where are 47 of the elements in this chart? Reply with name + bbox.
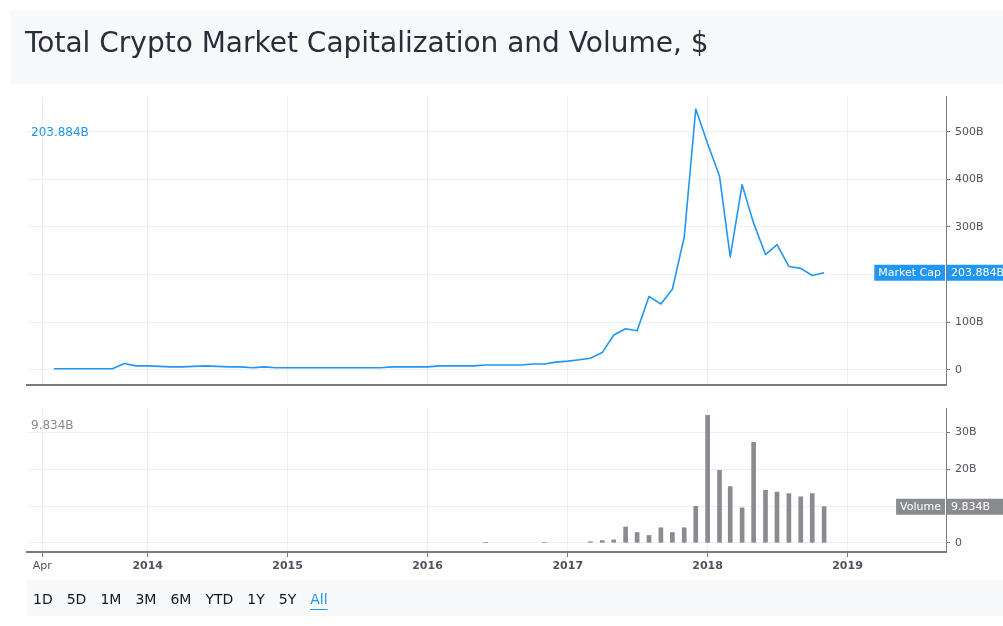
text: All	[303, 580, 335, 616]
text: 9.834B	[951, 499, 991, 513]
text: Market Cap	[878, 265, 942, 279]
bar	[751, 442, 756, 543]
text: YTD	[198, 580, 241, 616]
bar	[599, 540, 605, 543]
y-tick-label: 20B	[955, 462, 977, 476]
text: 6M	[163, 580, 199, 616]
x-tick-label: 2017	[552, 559, 584, 573]
bar	[658, 527, 664, 543]
text: Volume	[900, 499, 942, 513]
annotation: 203.884B	[31, 124, 89, 139]
bar	[670, 532, 675, 543]
y-tick-label: 500B	[955, 124, 984, 138]
x-tick-label: 2016	[412, 559, 444, 573]
bar	[798, 496, 804, 543]
x-tick-label: Apr	[32, 559, 53, 573]
y-tick-label: 300B	[955, 219, 984, 233]
bar	[727, 486, 733, 543]
bar	[623, 526, 628, 543]
text: 1D	[26, 580, 60, 616]
text: 203.884B	[951, 265, 1003, 279]
chart-title: Total Crypto Market Capitalization and Volume, $	[25, 26, 709, 59]
bar	[681, 527, 687, 543]
text: 1Y	[240, 580, 272, 616]
y-tick-label: 30B	[955, 425, 977, 439]
bar	[763, 489, 768, 543]
x-tick-label: 2019	[832, 559, 863, 573]
bar	[611, 539, 617, 543]
bar	[646, 535, 652, 543]
y-tick-label: 100B	[955, 314, 984, 328]
x-tick-label: 2018	[692, 559, 723, 573]
bar	[717, 470, 722, 543]
y-tick-label: 400B	[955, 172, 984, 186]
x-tick-label: 2015	[272, 559, 303, 573]
y-tick-label: 0	[955, 535, 962, 549]
bar	[693, 506, 699, 543]
y-tick-label: 0	[955, 362, 962, 376]
x-tick-label: 2014	[132, 559, 164, 573]
text: 1M	[93, 580, 129, 616]
annotation: 9.834B	[31, 417, 74, 432]
bar	[809, 493, 815, 543]
bar	[634, 532, 640, 543]
bar	[705, 414, 710, 543]
text: 3M	[128, 580, 164, 616]
text: 5D	[59, 580, 94, 616]
text: 5Y	[271, 580, 304, 616]
